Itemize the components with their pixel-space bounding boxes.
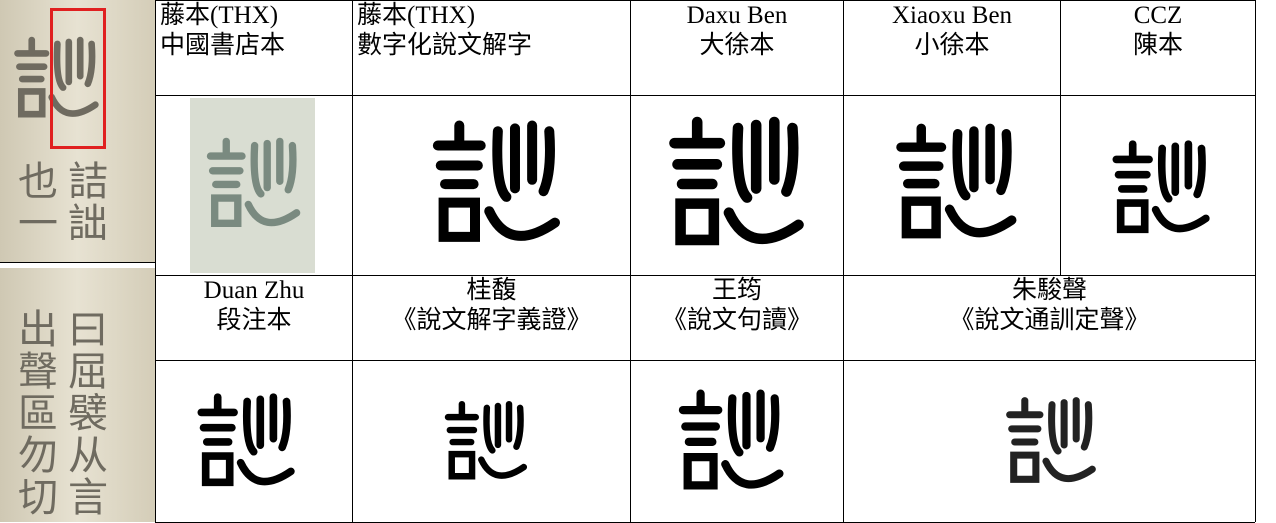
image-cell <box>352 360 630 522</box>
glyph-image <box>645 98 825 273</box>
header-text: 藤本(THX) <box>160 2 279 29</box>
header-text: 《說文句讀》 <box>661 307 812 334</box>
glyph-image <box>190 98 315 273</box>
glyph-image <box>660 368 800 518</box>
scan-text: 曰屈襞从言 <box>62 308 107 518</box>
glyph <box>645 98 825 273</box>
header-text: Duan Zhu <box>203 277 305 304</box>
header-text: Xiaoxu Ben <box>891 2 1013 29</box>
header-cell: 藤本(THX) 數字化說文解字 <box>352 0 630 95</box>
glyph <box>430 368 540 518</box>
image-cell <box>155 360 352 522</box>
header-text: 《說文通訓定聲》 <box>949 307 1150 334</box>
image-cell <box>630 95 843 275</box>
header-text: 中國書店本 <box>160 32 286 59</box>
glyph <box>410 98 580 273</box>
glyph-image <box>870 110 1040 260</box>
glyph-image <box>1095 105 1225 275</box>
image-cell <box>155 95 352 275</box>
header-text: 王筠 <box>711 277 762 304</box>
scan-text: 也一 <box>12 160 57 244</box>
header-text: 數字化說文解字 <box>357 32 533 59</box>
glyph <box>190 98 315 273</box>
header-text: 藤本(THX) <box>357 2 476 29</box>
header-text: Daxu Ben <box>686 2 788 29</box>
glyph <box>1095 105 1225 275</box>
scan-image: 出聲區勿切 曰屈襞从言 <box>0 268 155 522</box>
image-cell <box>843 360 1255 522</box>
header-text: 朱駿聲 <box>1011 277 1087 304</box>
glyph <box>180 368 310 518</box>
scan-text: 出聲區勿切 <box>12 308 57 518</box>
glyph-image <box>990 378 1110 508</box>
header-cell: 桂馥《說文解字義證》 <box>352 275 630 360</box>
header-cell: Daxu Ben 大徐本 <box>630 0 843 95</box>
glyph <box>660 368 800 518</box>
glyph-image <box>430 368 540 518</box>
glyph <box>990 378 1110 508</box>
image-cell <box>352 95 630 275</box>
header-cell: Duan Zhu 段注本 <box>155 275 352 360</box>
glyph <box>870 110 1040 260</box>
image-cell <box>630 360 843 522</box>
header-cell: CCZ 陳本 <box>1060 0 1255 95</box>
glyph-image <box>180 368 310 518</box>
image-cell <box>1060 95 1255 275</box>
highlight-box <box>50 8 106 149</box>
glyph-image <box>410 98 580 273</box>
image-cell <box>843 95 1060 275</box>
header-cell: 朱駿聲《說文通訓定聲》 <box>843 275 1255 360</box>
header-text: 陳本 <box>1132 32 1183 59</box>
header-text: 大徐本 <box>699 32 775 59</box>
header-cell: 王筠 《說文句讀》 <box>630 275 843 360</box>
header-text: CCZ <box>1133 2 1183 29</box>
header-text: 《說文解字義證》 <box>391 307 592 334</box>
border <box>1255 0 1256 522</box>
border <box>0 262 155 263</box>
header-text: 桂馥 <box>466 277 517 304</box>
header-cell: 藤本(THX) 中國書店本 <box>155 0 352 95</box>
header-cell: Xiaoxu Ben 小徐本 <box>843 0 1060 95</box>
scan-text: 詰詘 <box>62 160 107 244</box>
scan-image: 也一 詰詘 <box>0 0 155 262</box>
header-text: 小徐本 <box>914 32 990 59</box>
header-text: 段注本 <box>216 307 292 334</box>
